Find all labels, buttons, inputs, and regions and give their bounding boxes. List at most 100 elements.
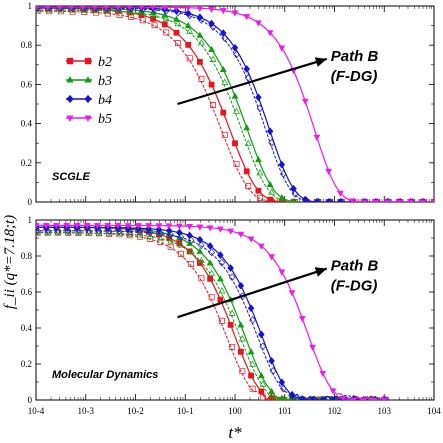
data-point-open-b4 bbox=[280, 384, 287, 393]
data-point-open-b4 bbox=[126, 227, 134, 236]
data-point-b5 bbox=[237, 231, 245, 238]
data-point-open-b2 bbox=[256, 194, 263, 201]
data-point-b2 bbox=[217, 296, 224, 303]
data-point-b4 bbox=[243, 65, 250, 73]
legend-label-b3: b3 bbox=[98, 74, 112, 89]
data-point-b3 bbox=[184, 22, 192, 29]
data-point-b5 bbox=[186, 223, 194, 231]
x-tick-label: 103 bbox=[378, 406, 392, 416]
data-point-open-b3 bbox=[136, 231, 144, 238]
data-point-open-b3 bbox=[233, 107, 240, 114]
data-point-open-b3 bbox=[280, 196, 287, 202]
series-line-b5 bbox=[36, 6, 434, 202]
data-point-open-b2 bbox=[270, 396, 277, 400]
data-point-b2 bbox=[248, 372, 254, 379]
data-point-b5 bbox=[309, 344, 316, 351]
data-point-b5 bbox=[135, 223, 142, 230]
data-point-b5 bbox=[63, 223, 71, 230]
data-point-open-b4 bbox=[136, 228, 144, 236]
data-point-b5 bbox=[36, 6, 39, 11]
y-tick-label: 0 bbox=[28, 395, 33, 405]
data-point-b3 bbox=[278, 394, 285, 400]
x-tick-label: 101 bbox=[278, 406, 292, 416]
data-point-open-b4 bbox=[228, 273, 236, 281]
data-point-b5 bbox=[298, 316, 306, 323]
data-point-open-b4 bbox=[259, 342, 267, 351]
panel-1: 0 0.2 0.4 0.6 0.8 1 Path B (F-DG) SCGLE b2 b3 b4 b5 bbox=[21, 1, 435, 207]
data-point-b4 bbox=[227, 264, 234, 272]
data-point-b5 bbox=[83, 223, 91, 230]
data-point-open-b3 bbox=[259, 380, 267, 387]
data-point-b5 bbox=[257, 243, 265, 250]
data-point-open-b4 bbox=[315, 198, 322, 202]
data-point-b5 bbox=[45, 6, 51, 11]
data-point-b5 bbox=[217, 226, 224, 233]
data-point-b5 bbox=[73, 223, 81, 230]
data-point-b5 bbox=[206, 225, 214, 232]
data-point-open-b2 bbox=[116, 11, 123, 18]
data-point-open-b4 bbox=[303, 196, 311, 202]
data-point-open-b4 bbox=[167, 231, 174, 239]
data-point-b5 bbox=[185, 6, 192, 12]
data-point-open-b4 bbox=[221, 34, 229, 43]
data-point-b5 bbox=[162, 6, 168, 11]
data-point-open-b3 bbox=[221, 78, 229, 85]
data-point-open-b3 bbox=[228, 309, 236, 316]
data-point-open-b3 bbox=[139, 9, 147, 16]
x-tick-label: 100 bbox=[228, 406, 242, 416]
data-point-open-b3 bbox=[197, 256, 205, 264]
data-point-b2 bbox=[185, 41, 192, 48]
data-point-open-b4 bbox=[208, 248, 215, 257]
data-point-b3 bbox=[219, 65, 227, 73]
series-line-open-b4 bbox=[36, 230, 385, 400]
data-point-b2 bbox=[227, 321, 234, 328]
data-point-open-b4 bbox=[310, 396, 318, 400]
data-point-b4 bbox=[247, 304, 255, 313]
data-point-b5 bbox=[176, 223, 183, 230]
data-point-b5 bbox=[196, 6, 204, 12]
panel-2: 0 0.2 0.4 0.6 0.8 1 10-4 10-3 10-2 10-1 100 101 102 1… bbox=[21, 215, 442, 416]
data-point-b5 bbox=[243, 14, 251, 21]
data-point-b2 bbox=[220, 109, 227, 116]
data-point-b2 bbox=[237, 348, 244, 355]
data-point-open-b2 bbox=[177, 250, 184, 257]
data-point-b4 bbox=[268, 357, 275, 365]
data-point-open-b2 bbox=[157, 239, 164, 245]
data-point-open-b2 bbox=[163, 29, 170, 36]
data-point-b2 bbox=[196, 58, 203, 65]
data-point-b5 bbox=[208, 6, 215, 13]
y-tick-label: 0.8 bbox=[21, 251, 33, 261]
data-point-b5 bbox=[348, 198, 356, 202]
data-point-open-b4 bbox=[44, 226, 52, 235]
data-point-b5 bbox=[104, 223, 112, 230]
data-point-open-b3 bbox=[280, 395, 286, 400]
data-point-b5 bbox=[350, 397, 357, 400]
series-group bbox=[36, 223, 390, 400]
data-point-b5 bbox=[145, 223, 153, 230]
data-point-b3 bbox=[291, 197, 296, 202]
data-point-open-b3 bbox=[167, 237, 175, 244]
data-point-b5 bbox=[196, 224, 204, 231]
data-point-b5 bbox=[266, 30, 274, 37]
data-point-b5 bbox=[268, 254, 275, 261]
path-label-line1: Path B bbox=[331, 48, 379, 65]
data-point-open-b3 bbox=[156, 234, 164, 241]
path-arrow-head bbox=[314, 57, 327, 67]
data-point-open-b4 bbox=[268, 138, 275, 147]
data-point-b5 bbox=[319, 370, 327, 377]
y-tick-label: 0.8 bbox=[21, 40, 33, 50]
data-point-open-b4 bbox=[233, 50, 240, 59]
data-point-b5 bbox=[383, 199, 391, 202]
data-point-open-b2 bbox=[151, 22, 158, 29]
legend-marker-end-b4 bbox=[84, 94, 92, 104]
data-point-open-b4 bbox=[280, 169, 287, 178]
plot-frame bbox=[35, 5, 435, 203]
data-point-open-b4 bbox=[198, 241, 205, 250]
data-point-open-b4 bbox=[54, 226, 62, 235]
data-point-b5 bbox=[372, 199, 379, 202]
data-point-open-b3 bbox=[238, 335, 246, 342]
data-point-open-b4 bbox=[290, 393, 297, 400]
data-point-open-b4 bbox=[300, 395, 308, 400]
